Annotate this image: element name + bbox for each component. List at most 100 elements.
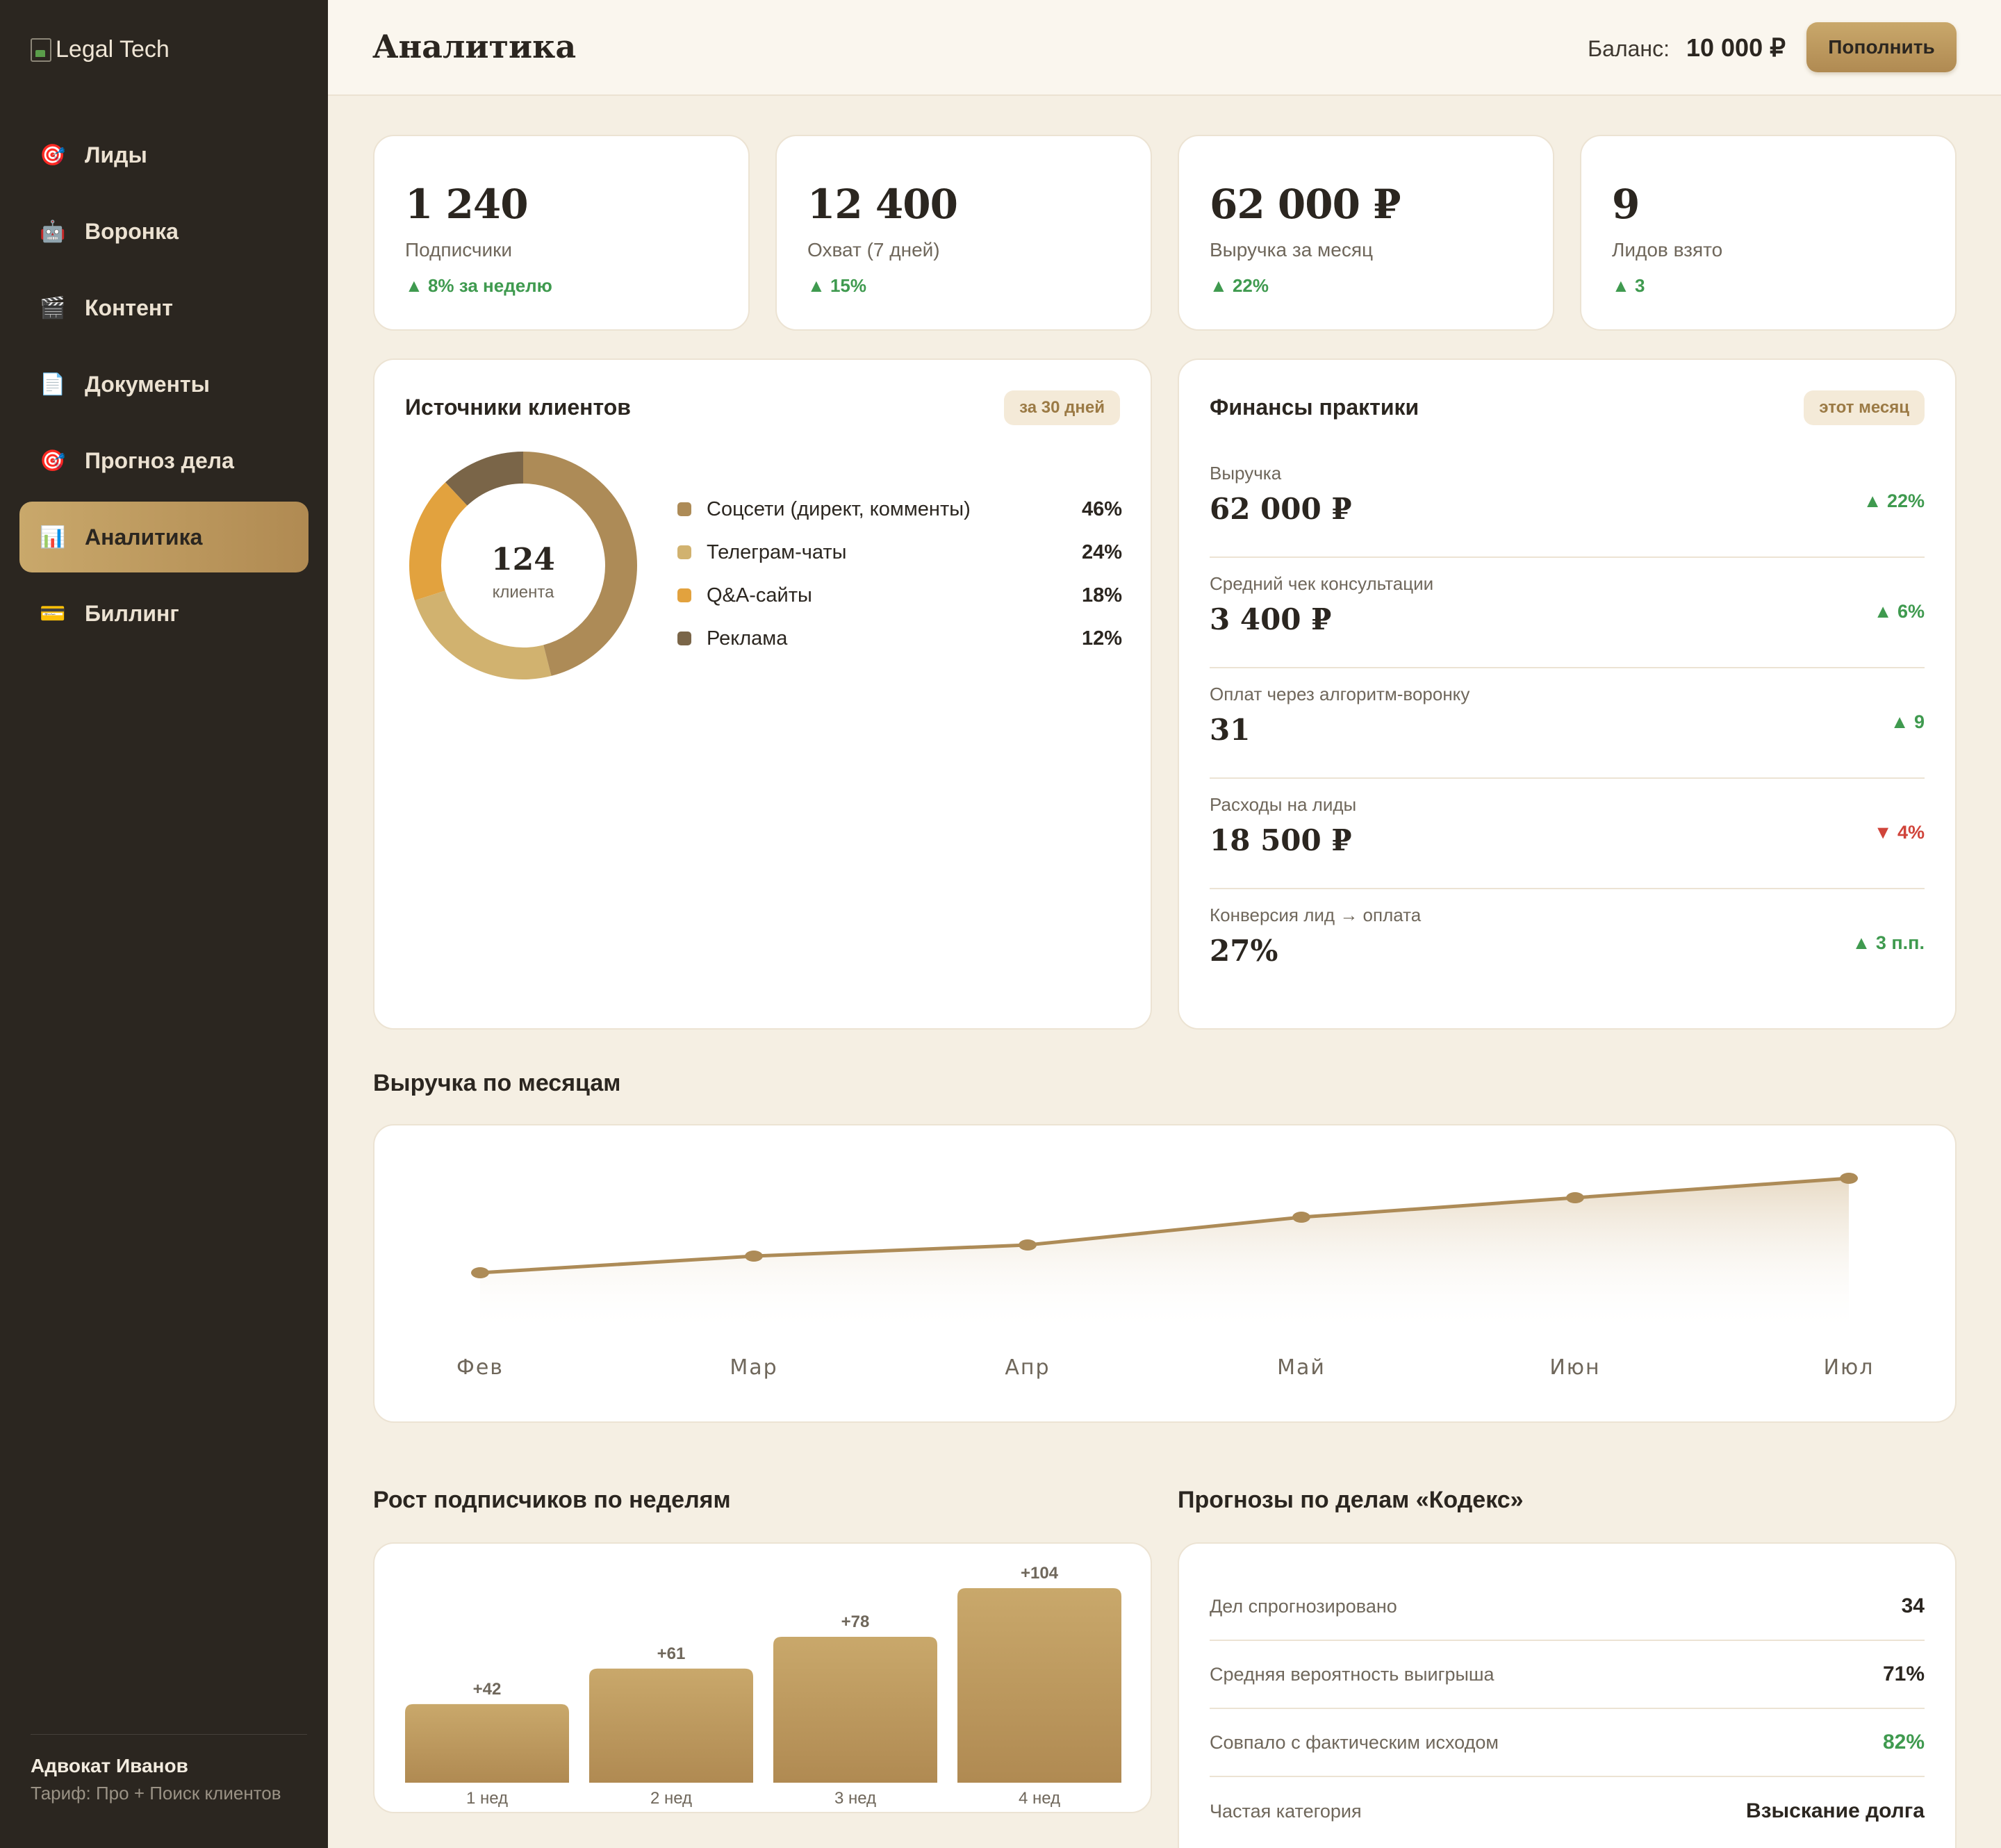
revenue-line	[479, 1176, 1850, 1275]
sidebar-item-label: Аналитика	[85, 524, 203, 550]
revenue-area	[480, 1178, 1849, 1334]
sidebar-item-3[interactable]: 📄 Документы	[19, 349, 308, 420]
finance-label: Конверсия лид → оплата	[1210, 905, 1422, 925]
period-badge[interactable]: этот месяц	[1804, 390, 1925, 425]
donut-total-label: клиента	[493, 583, 555, 602]
x-tick-label: Мар	[730, 1355, 777, 1380]
finance-change: ▼ 4%	[1873, 822, 1925, 843]
topup-button[interactable]: Пополнить	[1806, 22, 1957, 72]
broken-image-icon	[31, 38, 51, 62]
revenue-point[interactable]	[1840, 1173, 1858, 1184]
kpi-label: Выручка за месяц	[1210, 239, 1374, 261]
forecast-value: 82%	[1882, 1731, 1925, 1754]
finance-change: ▲ 22%	[1863, 490, 1925, 511]
finance-value: 3 400 ₽	[1210, 602, 1332, 636]
target-icon: 🎯	[40, 449, 66, 472]
revenue-title: Выручка по месяцам	[373, 1070, 621, 1096]
legend-item: Телеграм-чаты 24%	[677, 531, 1122, 574]
kpi-card-reach: 12 400 Охват (7 дней) ▲ 15%	[775, 135, 1152, 331]
finance-row: Оплат через алгоритм-воронку 31 ▲ 9	[1210, 668, 1925, 779]
sidebar-item-label: Лиды	[85, 142, 147, 167]
revenue-chart-card: Фев Мар Апр Май Июн Июл	[373, 1124, 1957, 1423]
revenue-point[interactable]	[1566, 1192, 1584, 1203]
forecast-title: Прогнозы по делам «Кодекс»	[1178, 1487, 1524, 1513]
sources-title: Источники клиентов	[405, 395, 631, 420]
sidebar-item-5[interactable]: 📊 Аналитика	[19, 502, 308, 572]
legend-percent: 12%	[1081, 627, 1122, 650]
sidebar-item-1[interactable]: 🤖 Воронка	[19, 196, 308, 267]
period-badge[interactable]: за 30 дней	[1004, 390, 1120, 425]
legend-label: Реклама	[707, 627, 788, 650]
forecast-row: Дел спрогнозировано 34	[1210, 1573, 1925, 1641]
kpi-card-subscribers: 1 240 Подписчики ▲ 8% за неделю	[373, 135, 750, 331]
sidebar-nav: 🎯 Лиды 🤖 Воронка 🎬 Контент 📄 Документы 🎯 Прогноз …	[19, 119, 308, 654]
growth-bar[interactable]	[405, 1703, 569, 1783]
finance-value: 62 000 ₽	[1210, 492, 1352, 526]
bar-value-label: +61	[657, 1644, 686, 1663]
forecast-value: Взыскание долга	[1745, 1799, 1925, 1822]
donut-chart: 124 клиента	[409, 452, 637, 679]
forecast-label: Дел спрогнозировано	[1210, 1595, 1397, 1617]
x-tick-label: Июл	[1824, 1355, 1875, 1380]
finance-change: ▲ 9	[1890, 711, 1925, 732]
sidebar-item-4[interactable]: 🎯 Прогноз дела	[19, 425, 308, 496]
legend-label: Соцсети (директ, комменты)	[707, 497, 971, 520]
kpi-change: ▲ 8% за неделю	[405, 275, 552, 296]
growth-bar-chart: +42 1 нед +61 2 нед +78 3 нед +104 4 нед	[405, 1564, 1121, 1808]
bar-category-label: 1 нед	[466, 1789, 508, 1808]
bar-category-label: 2 нед	[650, 1789, 692, 1808]
kpi-change: ▲ 3	[1612, 275, 1645, 296]
bar-category-label: 3 нед	[834, 1789, 876, 1808]
legend-percent: 24%	[1081, 541, 1122, 563]
forecast-label: Частая категория	[1210, 1800, 1362, 1822]
clapper-icon: 🎬	[40, 296, 66, 320]
growth-chart-card: +42 1 нед +61 2 нед +78 3 нед +104 4 нед	[373, 1542, 1152, 1813]
revenue-point[interactable]	[745, 1251, 763, 1262]
finance-value: 18 500 ₽	[1210, 823, 1352, 857]
robot-icon: 🤖	[40, 220, 66, 243]
finance-label: Выручка	[1210, 463, 1282, 484]
sidebar-item-0[interactable]: 🎯 Лиды	[19, 119, 308, 190]
growth-bar[interactable]	[957, 1588, 1121, 1783]
logo[interactable]: Legal Tech	[31, 36, 170, 63]
x-tick-label: Фев	[456, 1355, 504, 1380]
growth-title: Рост подписчиков по неделям	[373, 1487, 731, 1513]
kpi-card-revenue: 62 000 ₽ Выручка за месяц ▲ 22%	[1178, 135, 1554, 331]
x-tick-label: Май	[1277, 1355, 1326, 1380]
sidebar-item-label: Прогноз дела	[85, 447, 234, 473]
sidebar-item-2[interactable]: 🎬 Контент	[19, 272, 308, 343]
finance-row: Выручка 62 000 ₽ ▲ 22%	[1210, 447, 1925, 558]
legend-label: Q&A-сайты	[707, 584, 812, 607]
forecast-row: Средняя вероятность выигрыша 71%	[1210, 1641, 1925, 1709]
sidebar-item-label: Биллинг	[85, 600, 179, 626]
forecast-card: Дел спрогнозировано 34 Средняя вероятность…	[1178, 1542, 1957, 1848]
revenue-point[interactable]	[1292, 1212, 1310, 1223]
bar-category-label: 4 нед	[1019, 1789, 1060, 1808]
finance-row: Конверсия лид → оплата 27% ▲ 3 п.п.	[1210, 889, 1925, 1000]
growth-bar[interactable]	[773, 1637, 937, 1783]
finance-row: Средний чек консультации 3 400 ₽ ▲ 6%	[1210, 558, 1925, 668]
growth-bar[interactable]	[589, 1668, 753, 1783]
finance-label: Расходы на лиды	[1210, 794, 1357, 815]
donut-total: 124	[491, 542, 555, 577]
sidebar-item-6[interactable]: 💳 Биллинг	[19, 578, 308, 649]
sources-card: Источники клиентов за 30 дней 124 клиент…	[373, 358, 1152, 1030]
legend-swatch	[677, 502, 691, 516]
finance-change: ▲ 3 п.п.	[1852, 932, 1925, 953]
finance-title: Финансы практики	[1210, 395, 1419, 420]
revenue-point[interactable]	[1019, 1239, 1037, 1251]
forecast-row: Совпало с фактическим исходом 82%	[1210, 1709, 1925, 1777]
forecast-label: Средняя вероятность выигрыша	[1210, 1663, 1494, 1685]
sidebar-divider	[31, 1734, 307, 1735]
finance-change: ▲ 6%	[1873, 601, 1925, 622]
page-title: Аналитика	[372, 28, 577, 65]
user-name[interactable]: Адвокат Иванов	[31, 1755, 188, 1776]
legend-item: Соцсети (директ, комменты) 46%	[677, 488, 1122, 531]
bar-chart-icon: 📊	[40, 525, 66, 549]
revenue-point[interactable]	[471, 1267, 489, 1278]
credit-card-icon: 💳	[40, 602, 66, 625]
kpi-card-leads: 9 Лидов взято ▲ 3	[1580, 135, 1957, 331]
legend-swatch	[677, 545, 691, 559]
header: Аналитика Баланс: 10 000 ₽ Пополнить	[328, 0, 2001, 96]
balance-label: Баланс:	[1588, 36, 1670, 61]
